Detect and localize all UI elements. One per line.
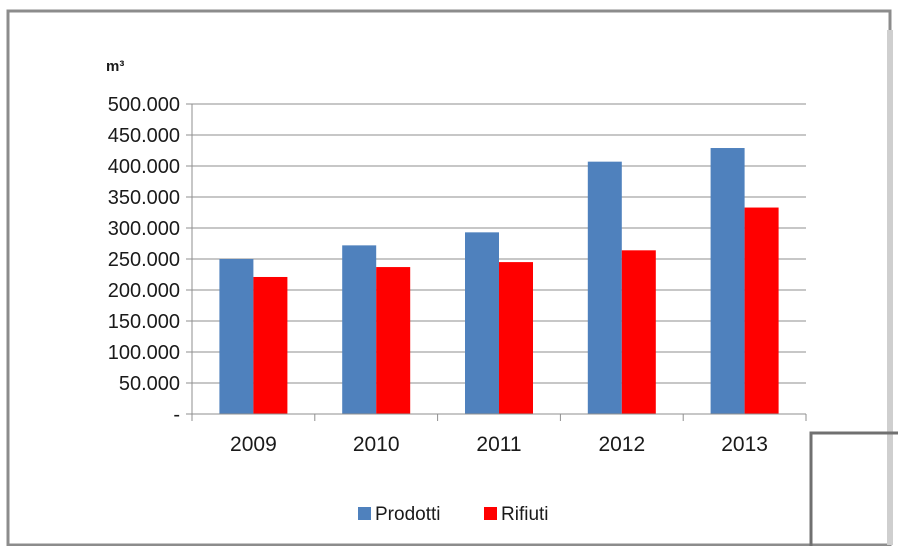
x-tick-label: 2013 [721, 433, 768, 456]
y-tick-label: 400.000 [108, 156, 180, 178]
legend-label-rifiuti: Rifiuti [501, 504, 549, 525]
y-tick-label: 250.000 [108, 249, 180, 271]
bars [219, 148, 779, 414]
legend-swatch-prodotti [358, 507, 371, 520]
bar-rifiuti-2013 [744, 207, 779, 414]
bar-prodotti-2011 [465, 232, 499, 414]
overlapping-box-decoration [809, 431, 898, 546]
legend: Prodotti Rifiuti [358, 504, 549, 525]
y-tick-label: 300.000 [108, 218, 180, 240]
y-tick-label: 500.000 [108, 94, 180, 116]
bar-prodotti-2012 [587, 161, 622, 414]
bar-rifiuti-2011 [499, 262, 533, 414]
bar-rifiuti-2010 [376, 267, 411, 414]
y-axis-unit: m³ [106, 58, 124, 75]
y-tick-label: 50.000 [119, 373, 180, 395]
x-tick-label: 2012 [598, 433, 645, 456]
y-tick-label: 100.000 [108, 342, 180, 364]
y-axis-ticks: - 50.000 100.000 150.000 200.000 250.000 300.0… [108, 94, 192, 426]
x-axis [191, 104, 807, 421]
bar-rifiuti-2009 [253, 276, 288, 414]
bar-rifiuti-2012 [621, 250, 656, 414]
bar-prodotti-2009 [219, 259, 254, 414]
bar-prodotti-2010 [342, 245, 377, 414]
x-tick-label: 2010 [353, 433, 400, 456]
y-tick-label: 200.000 [108, 280, 180, 302]
legend-swatch-rifiuti [484, 507, 497, 520]
legend-label-prodotti: Prodotti [375, 504, 440, 525]
y-tick-label: - [173, 404, 180, 426]
y-tick-label: 450.000 [108, 125, 180, 147]
bar-prodotti-2013 [710, 148, 745, 414]
x-tick-label: 2009 [230, 433, 277, 456]
y-tick-label: 150.000 [108, 311, 180, 333]
y-tick-label: 350.000 [108, 187, 180, 209]
x-tick-label: 2011 [476, 433, 521, 456]
x-axis-ticks: 2009 2010 2011 2012 2013 [230, 433, 768, 456]
